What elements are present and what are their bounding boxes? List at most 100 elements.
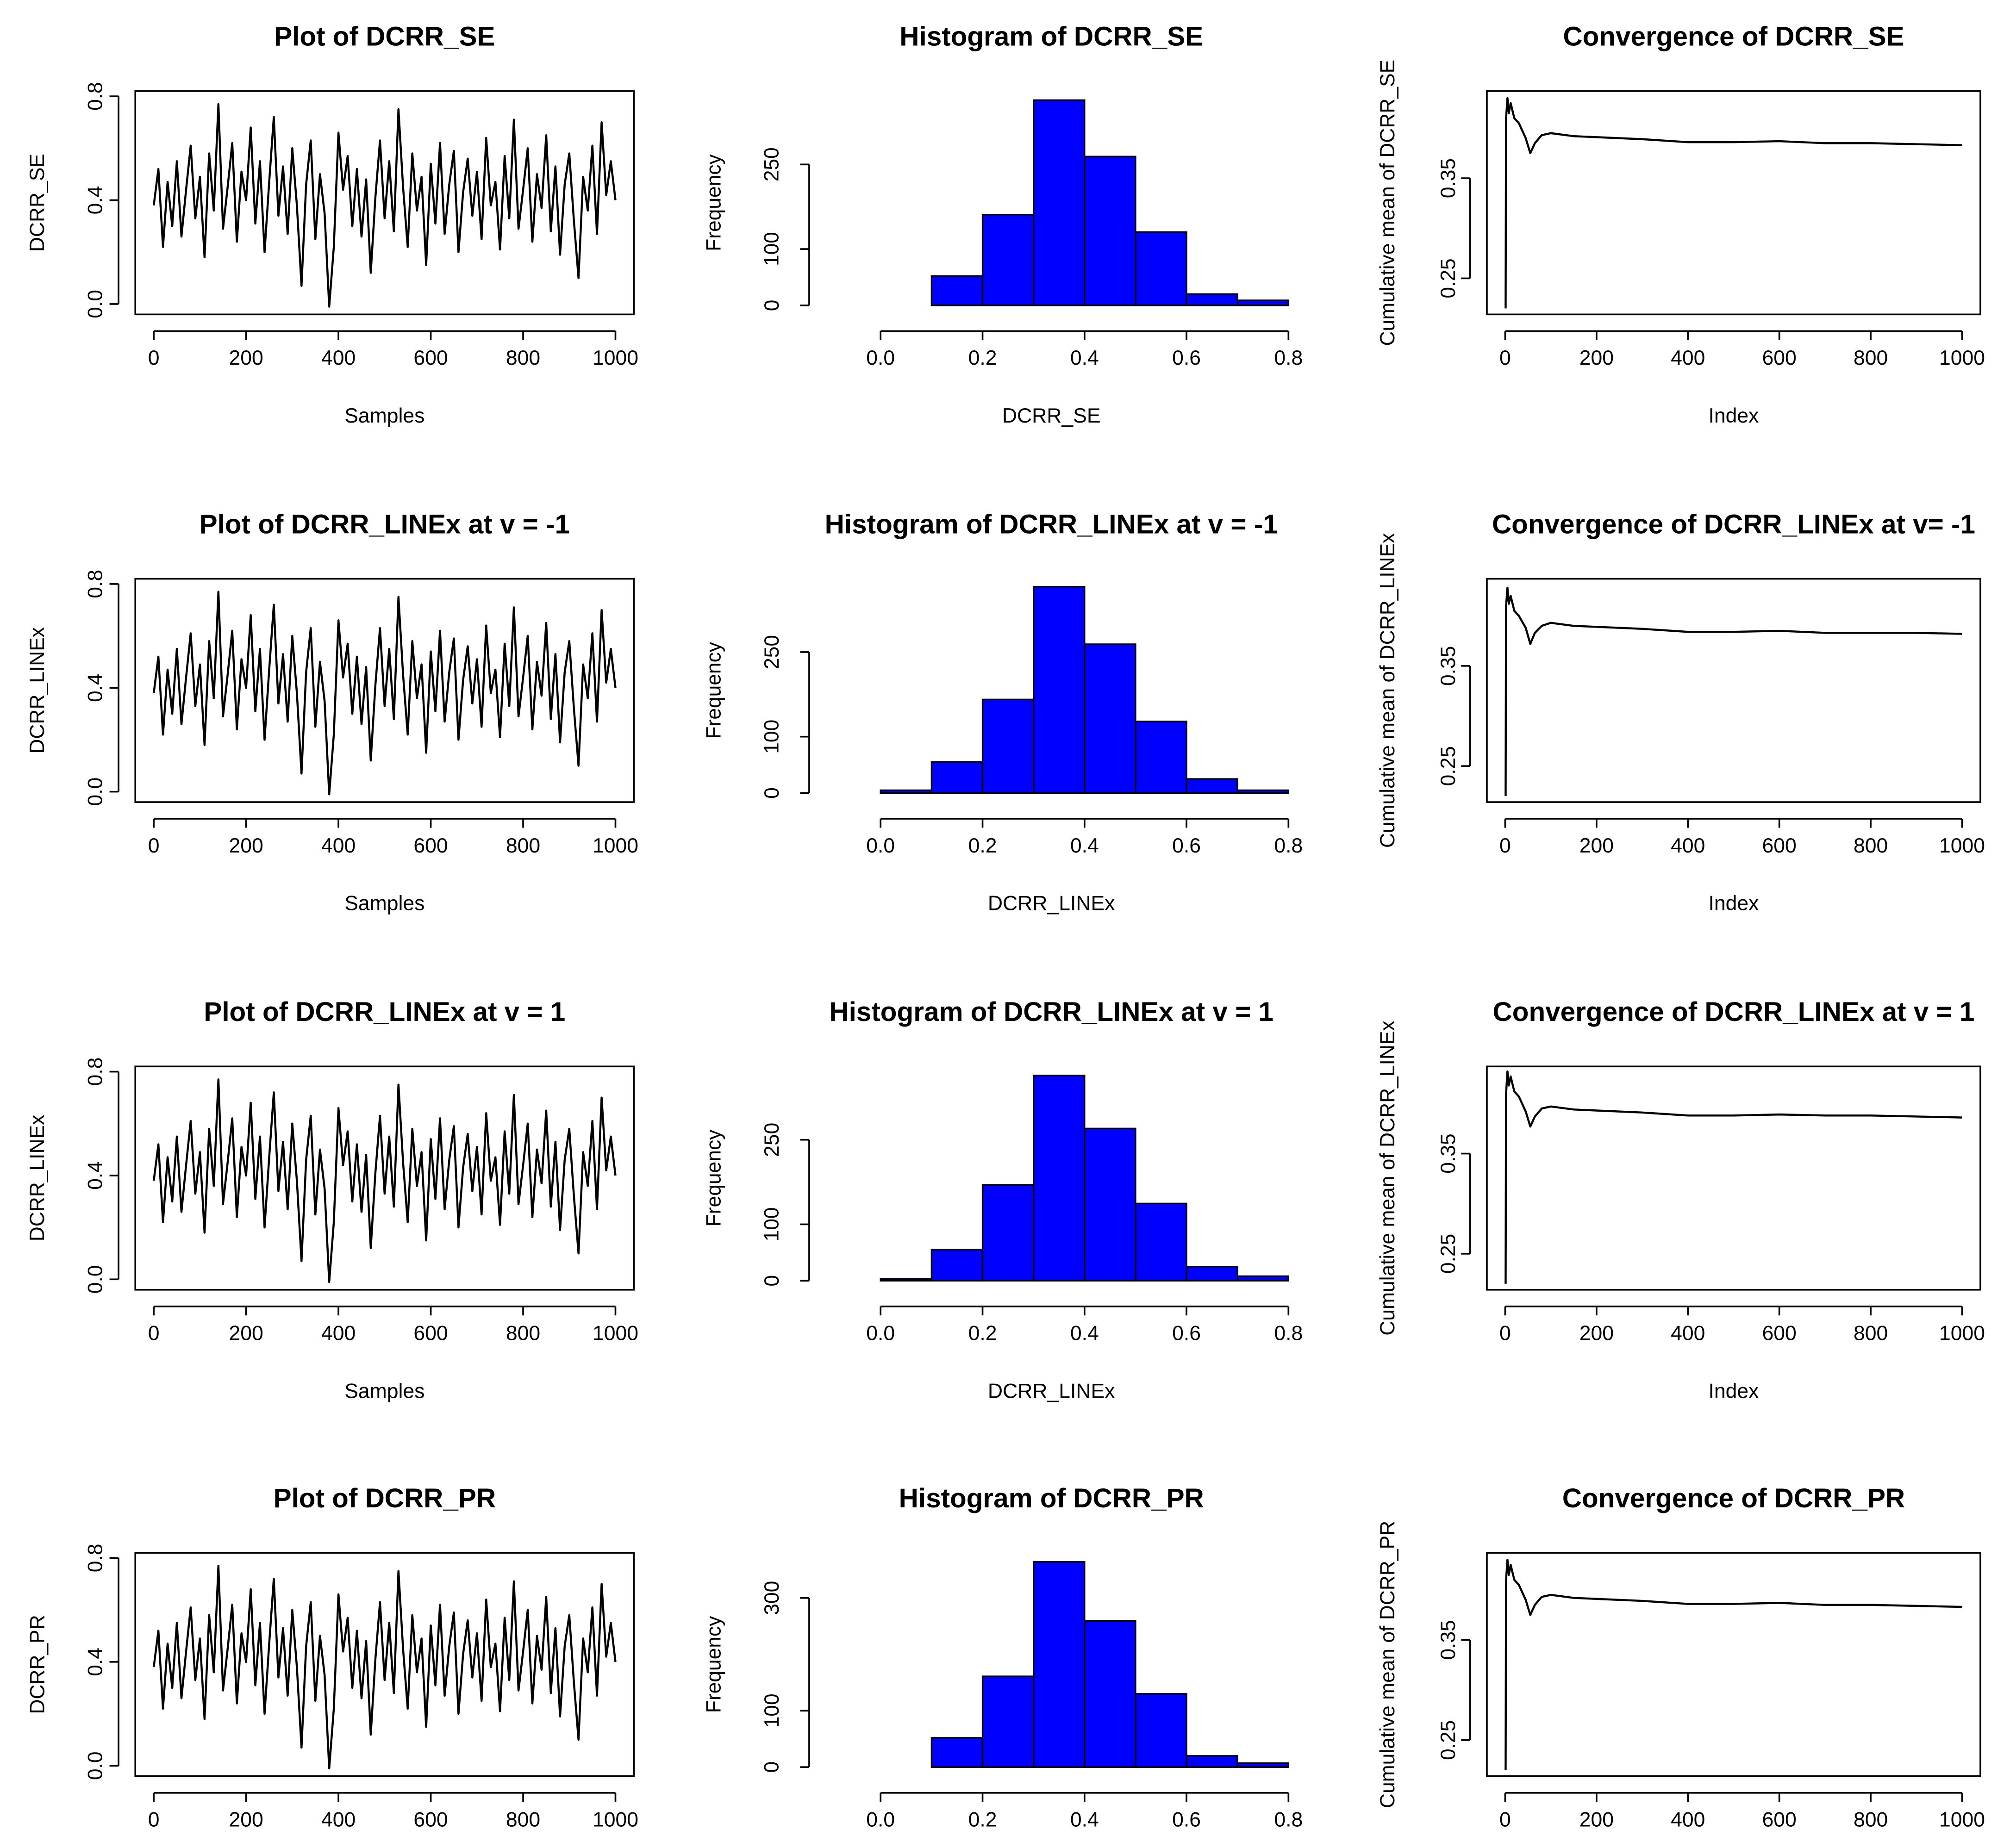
- panel-title: Plot of DCRR_SE: [274, 22, 495, 52]
- x-tick-label: 1000: [593, 834, 638, 857]
- y-tick-label: 0.25: [1437, 1720, 1460, 1760]
- x-tick-label: 0: [148, 1809, 160, 1831]
- series-line: [1504, 586, 1962, 796]
- plot-frame: [134, 90, 635, 316]
- x-tick-label: 0: [1499, 347, 1511, 369]
- x-tick-label: 0.8: [1274, 347, 1303, 369]
- y-axis-label: Cumulative mean of DCRR_LINEx: [1376, 1020, 1399, 1335]
- y-tick-label: 0.35: [1437, 1620, 1460, 1660]
- x-tick-label: 200: [1579, 347, 1614, 369]
- x-tick-label: 600: [1762, 1809, 1797, 1831]
- x-tick-label: 600: [413, 347, 448, 369]
- hist-bar: [1032, 1075, 1086, 1282]
- hist-bar: [1135, 1693, 1187, 1768]
- hist-bar: [1186, 1755, 1238, 1768]
- x-tick-label: 800: [506, 347, 540, 369]
- x-axis-label: Samples: [344, 892, 424, 915]
- y-tick-label: 0.8: [84, 1058, 106, 1086]
- x-axis-label: DCRR_SE: [1002, 404, 1101, 427]
- y-axis-label: Cumulative mean of DCRR_SE: [1376, 60, 1399, 346]
- panel-title: Plot of DCRR_LINEx at v = 1: [204, 997, 565, 1027]
- hist-bar: [930, 275, 984, 306]
- y-axis-label: DCRR_LINEx: [26, 1115, 49, 1242]
- x-tick-label: 1000: [593, 1322, 638, 1345]
- x-tick-label: 600: [413, 1322, 448, 1345]
- panel-title: Plot of DCRR_PR: [274, 1483, 496, 1513]
- x-tick-label: 0.6: [1172, 834, 1201, 857]
- y-tick-label: 100: [761, 720, 783, 754]
- x-tick-label: 0.0: [866, 347, 895, 369]
- x-tick-label: 400: [321, 347, 356, 369]
- series-line: [1504, 1070, 1962, 1284]
- y-tick-label: 0.0: [84, 1751, 106, 1780]
- y-tick-label: 250: [761, 147, 783, 181]
- x-axis-label: Samples: [344, 404, 424, 427]
- y-tick-label: 300: [761, 1581, 783, 1615]
- plot-frame: [1486, 1065, 1981, 1291]
- y-tick-label: 100: [761, 232, 783, 266]
- y-axis-label: Cumulative mean of DCRR_LINEx: [1376, 533, 1399, 848]
- x-tick-label: 0.8: [1274, 1322, 1303, 1345]
- x-tick-label: 200: [229, 834, 263, 857]
- hist-bar: [1084, 156, 1136, 306]
- hist-bar: [981, 1675, 1035, 1768]
- plot-frame: [134, 1065, 635, 1291]
- x-tick-label: 0.4: [1070, 1809, 1099, 1831]
- x-tick-label: 0: [1499, 834, 1511, 857]
- y-axis-label: Frequency: [702, 154, 725, 251]
- x-tick-label: 0.8: [1274, 1809, 1303, 1831]
- y-tick-label: 0: [761, 787, 783, 799]
- x-tick-label: 0.4: [1070, 834, 1099, 857]
- x-tick-label: 800: [506, 1322, 540, 1345]
- x-tick-label: 200: [229, 347, 263, 369]
- y-tick-label: 0.8: [84, 1544, 106, 1573]
- y-tick-label: 0.0: [84, 778, 106, 806]
- panel-title: Histogram of DCRR_SE: [899, 22, 1203, 52]
- y-tick-label: 0.4: [84, 186, 106, 215]
- series-line: [152, 591, 617, 796]
- x-tick-label: 800: [1854, 1322, 1888, 1345]
- x-tick-label: 200: [1579, 834, 1614, 857]
- y-axis-label: DCRR_SE: [26, 154, 49, 252]
- x-axis-label: DCRR_LINEx: [988, 1380, 1115, 1402]
- x-tick-label: 0.2: [968, 1809, 997, 1831]
- x-tick-label: 600: [1762, 347, 1797, 369]
- y-tick-label: 0.25: [1437, 258, 1460, 298]
- x-axis-label: Index: [1709, 892, 1759, 915]
- hist-bar: [1032, 585, 1086, 794]
- x-tick-label: 0: [1499, 1322, 1511, 1345]
- hist-bar: [1084, 1127, 1136, 1282]
- panel-title: Convergence of DCRR_PR: [1562, 1483, 1905, 1513]
- panel-title: Histogram of DCRR_PR: [899, 1483, 1204, 1513]
- x-tick-label: 0.6: [1172, 347, 1201, 369]
- x-tick-label: 1000: [593, 1809, 638, 1831]
- panel-title: Convergence of DCRR_SE: [1563, 22, 1904, 52]
- x-tick-label: 400: [1671, 834, 1705, 857]
- panel-title: Convergence of DCRR_LINEx at v = 1: [1493, 997, 1975, 1027]
- x-tick-label: 800: [506, 1809, 540, 1831]
- x-axis-label: Index: [1709, 404, 1759, 427]
- y-tick-label: 0.4: [84, 1648, 106, 1676]
- series-line: [1504, 97, 1962, 309]
- x-axis-label: DCRR_LINEx: [988, 892, 1115, 915]
- x-tick-label: 600: [413, 834, 448, 857]
- x-tick-label: 400: [321, 1322, 356, 1345]
- x-tick-label: 0.4: [1070, 1322, 1099, 1345]
- x-tick-label: 1000: [1939, 347, 1985, 369]
- x-tick-label: 400: [321, 834, 356, 857]
- y-tick-label: 0: [761, 1275, 783, 1287]
- panel-title: Histogram of DCRR_LINEx at v = -1: [825, 509, 1278, 539]
- hist-bar: [1032, 1561, 1086, 1768]
- hist-bar: [1186, 293, 1238, 306]
- hist-bar: [1236, 1275, 1290, 1282]
- hist-bar: [930, 761, 984, 794]
- x-tick-label: 0.6: [1172, 1322, 1201, 1345]
- x-tick-label: 1000: [1939, 1322, 1985, 1345]
- hist-bar: [981, 698, 1035, 794]
- plot-frame: [1486, 578, 1981, 803]
- panel-title: Convergence of DCRR_LINEx at v= -1: [1492, 509, 1975, 539]
- hist-bar: [1084, 1620, 1136, 1768]
- x-tick-label: 800: [1854, 347, 1888, 369]
- hist-bar: [880, 1278, 933, 1282]
